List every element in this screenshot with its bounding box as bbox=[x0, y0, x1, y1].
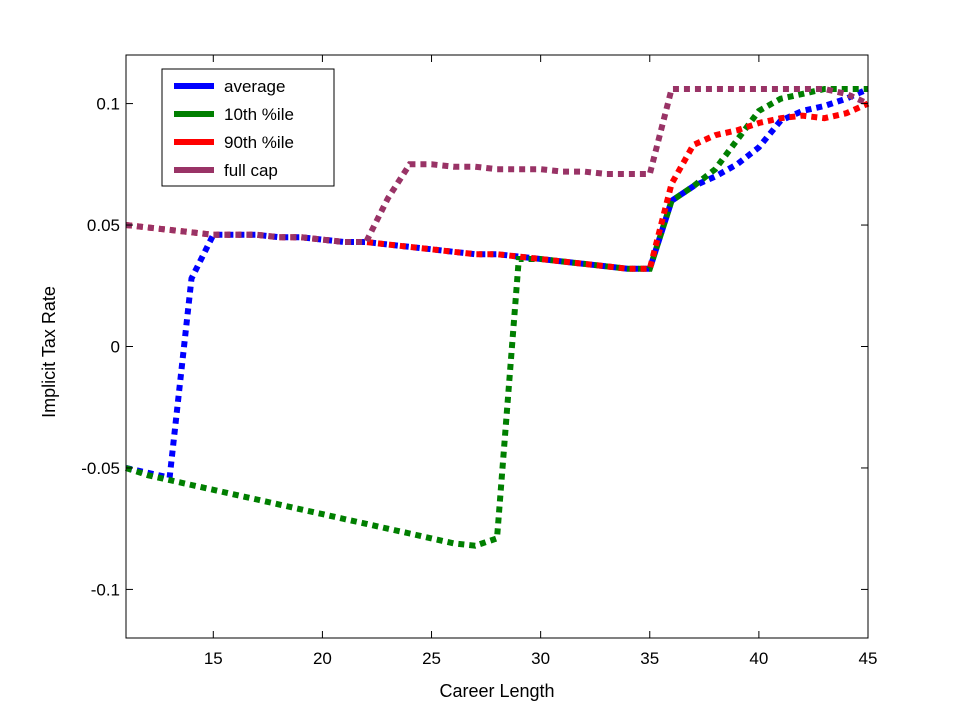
x-axis: 15 20 25 30 35 40 45 bbox=[204, 55, 878, 668]
series-layer bbox=[125, 86, 870, 549]
y-tick-label: 0 bbox=[111, 338, 120, 357]
legend-label-average: average bbox=[224, 77, 285, 96]
series-line-full-cap bbox=[125, 86, 870, 245]
legend-label-90th-pctile: 90th %ile bbox=[224, 133, 294, 152]
x-tick-label: 30 bbox=[531, 649, 550, 668]
y-axis-title: Implicit Tax Rate bbox=[39, 286, 59, 418]
y-tick-label: -0.1 bbox=[91, 580, 120, 599]
legend-items: average 10th %ile 90th %ile full cap bbox=[174, 77, 294, 180]
legend: average 10th %ile 90th %ile full cap bbox=[161, 68, 335, 187]
x-axis-title: Career Length bbox=[439, 681, 554, 701]
x-tick-label: 35 bbox=[640, 649, 659, 668]
x-tick-label: 45 bbox=[859, 649, 878, 668]
y-axis: -0.1 -0.05 0 0.05 0.1 bbox=[81, 95, 868, 599]
x-tick-label: 25 bbox=[422, 649, 441, 668]
legend-label-full-cap: full cap bbox=[224, 161, 278, 180]
y-tick-label: 0.05 bbox=[87, 216, 120, 235]
legend-label-10th-pctile: 10th %ile bbox=[224, 105, 294, 124]
x-tick-label: 40 bbox=[749, 649, 768, 668]
x-tick-label: 15 bbox=[204, 649, 223, 668]
x-tick-label: 20 bbox=[313, 649, 332, 668]
y-tick-label: 0.1 bbox=[96, 95, 120, 114]
y-tick-label: -0.05 bbox=[81, 459, 120, 478]
